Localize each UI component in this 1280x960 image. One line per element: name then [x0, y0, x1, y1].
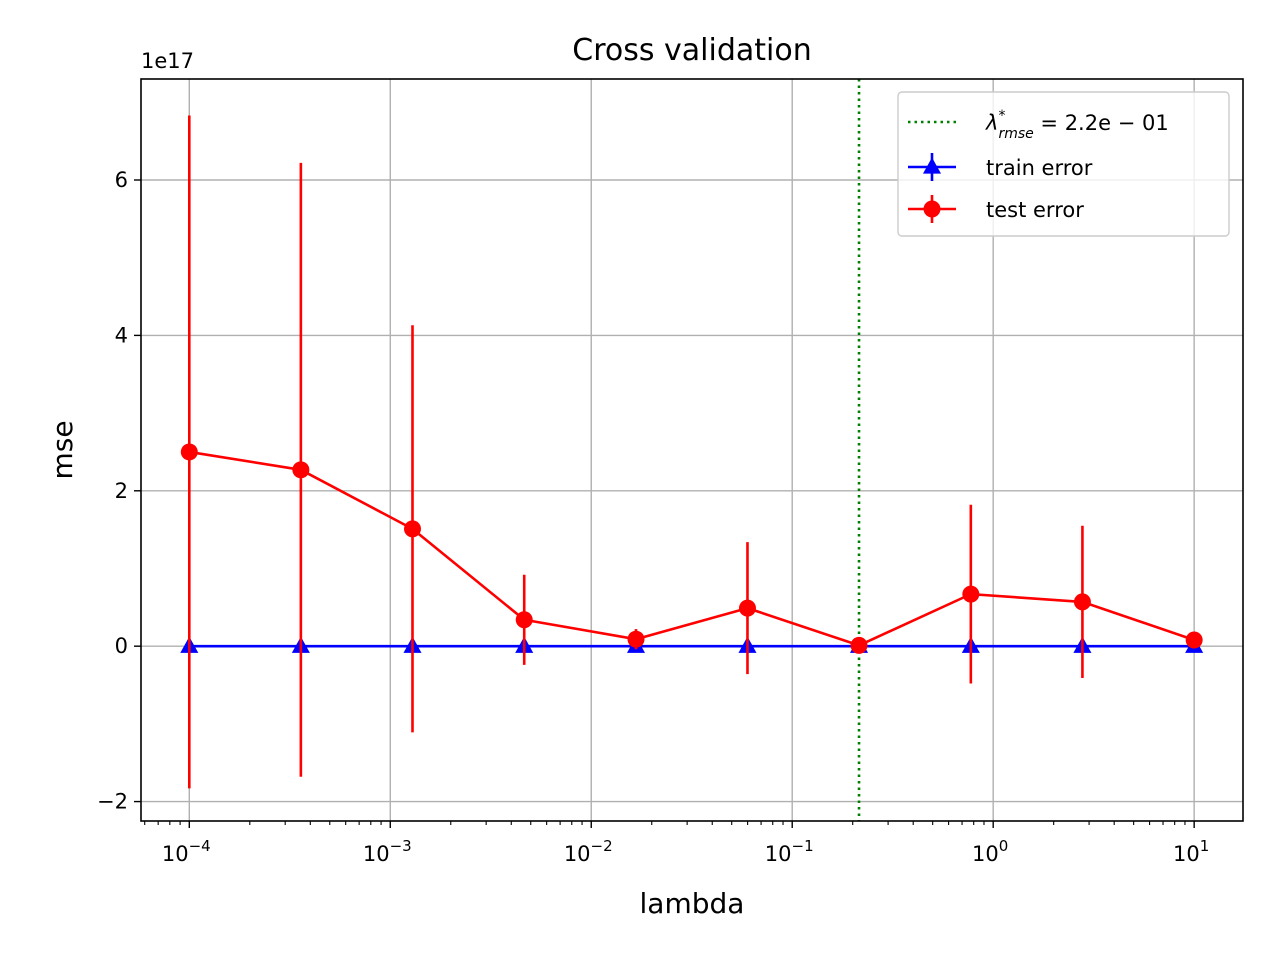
- y-tick-label: 6: [115, 168, 128, 192]
- data-point: [962, 585, 980, 603]
- chart-title: Cross validation: [572, 33, 811, 68]
- axes-frame: [140, 78, 1244, 822]
- x-tick-label: 10−1: [765, 837, 814, 866]
- y-axis-label: mse: [46, 420, 79, 479]
- data-point: [1073, 593, 1091, 611]
- legend-marker: [922, 157, 942, 174]
- legend-marker: [923, 200, 941, 218]
- legend: λ* rmse = 2.2e − 01 train error test error: [897, 91, 1230, 237]
- legend-label-train: train error: [986, 156, 1093, 180]
- data-point: [627, 630, 645, 648]
- data-point: [292, 461, 310, 479]
- y-tick-label: 0: [115, 634, 128, 658]
- legend-label-lambda: λ* rmse = 2.2e − 01: [985, 108, 1169, 142]
- legend-label-test: test error: [986, 198, 1084, 222]
- y-tick-label: 2: [115, 479, 128, 503]
- x-axis-label: lambda: [640, 887, 745, 920]
- y-axis-scale-offset: 1e17: [141, 49, 194, 73]
- data-point: [738, 599, 756, 617]
- y-tick-label: 4: [115, 323, 128, 347]
- legend-box: [897, 91, 1230, 237]
- x-tick-label: 10−4: [162, 837, 211, 866]
- y-tick-label: −2: [97, 790, 128, 814]
- data-point: [850, 636, 868, 654]
- data-point: [1185, 631, 1203, 649]
- data-point: [180, 443, 198, 461]
- y-axis-ticks: −2 0 2 4 6: [97, 168, 141, 814]
- data-point: [515, 611, 533, 629]
- series-line: [189, 450, 1195, 647]
- series-test-error: [180, 115, 1203, 789]
- series-layer: [180, 115, 1204, 789]
- data-point: [403, 520, 421, 538]
